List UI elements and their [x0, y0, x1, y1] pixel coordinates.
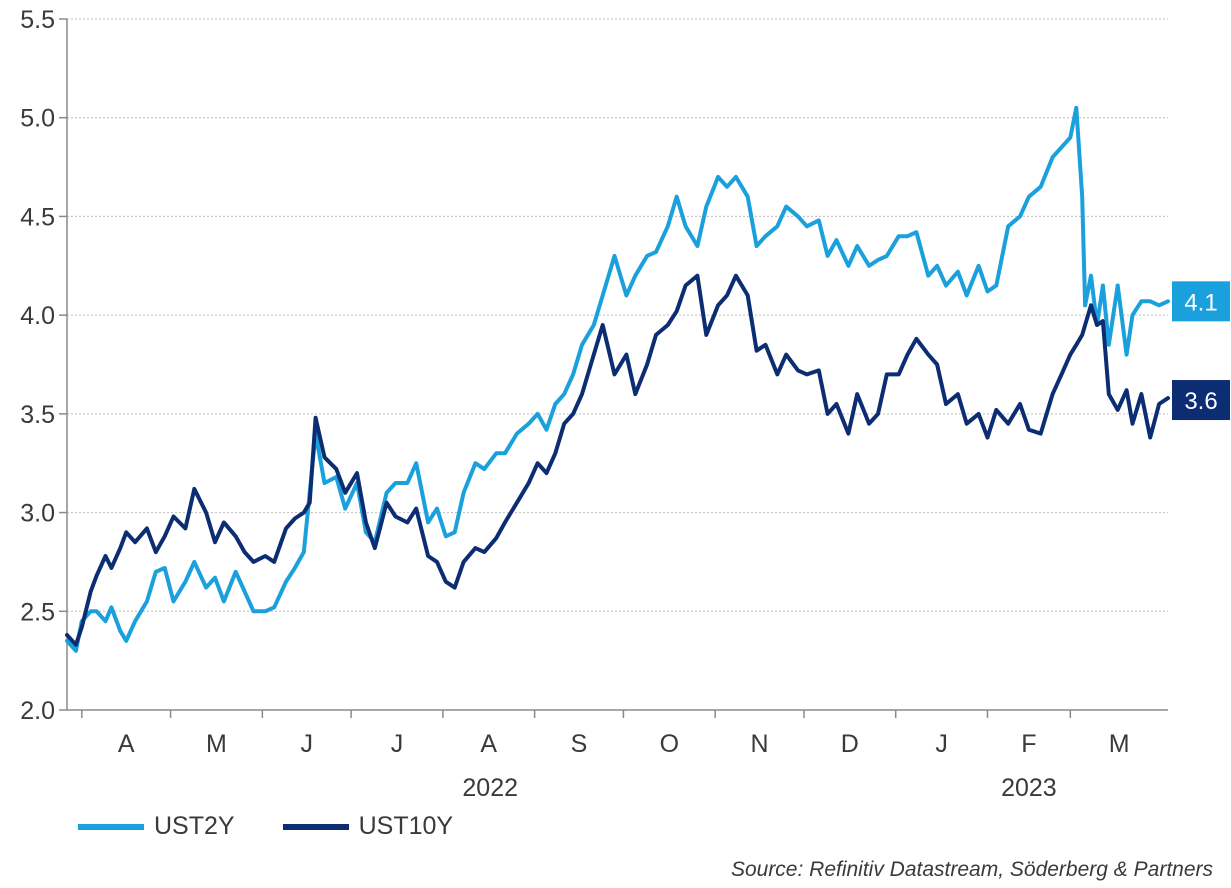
y-tick-label: 4.5	[20, 203, 55, 231]
x-tick-label: N	[751, 730, 769, 758]
x-tick-label: M	[1109, 730, 1130, 758]
end-label-ust2y: 4.1	[1172, 281, 1230, 322]
end-label-value: 4.1	[1184, 289, 1217, 316]
x-year-label: 2023	[1001, 774, 1057, 802]
end-label-box	[1172, 281, 1230, 322]
legend-item-ust2y: UST2Y	[78, 812, 235, 841]
y-tick-label: 2.5	[20, 598, 55, 626]
x-year-label: 2022	[462, 774, 518, 802]
x-axis-ticks: A M J J A S O N D J F M 2022 2023	[81, 710, 1130, 802]
x-tick-label: A	[480, 730, 497, 758]
x-tick-label: D	[841, 730, 859, 758]
y-tick-label: 5.0	[20, 105, 55, 133]
series-line-ust10y	[65, 273, 1170, 647]
x-tick-label: O	[660, 730, 679, 758]
x-tick-label: J	[935, 730, 948, 758]
legend: UST2Y UST10Y	[78, 812, 501, 841]
y-tick-label: 3.0	[20, 500, 55, 528]
end-label-ust10y: 3.6	[1172, 380, 1230, 421]
legend-item-ust10y: UST10Y	[282, 812, 454, 841]
legend-swatch-ust2y	[78, 823, 144, 830]
legend-swatch-ust10y	[282, 823, 349, 830]
end-label-value: 3.6	[1184, 388, 1217, 415]
x-tick-label: M	[206, 730, 227, 758]
x-tick-label: F	[1021, 730, 1036, 758]
axes	[66, 19, 1168, 711]
y-tick-label: 3.5	[20, 401, 55, 429]
legend-label-ust2y: UST2Y	[154, 812, 235, 840]
x-tick-label: J	[300, 730, 313, 758]
x-tick-label: S	[571, 730, 588, 758]
series-line-ust2y	[65, 105, 1170, 653]
x-tick-label: J	[391, 730, 404, 758]
legend-label-ust10y: UST10Y	[358, 812, 454, 840]
y-tick-label: 5.5	[20, 6, 55, 34]
end-label-box	[1172, 380, 1230, 421]
end-labels: 4.1 3.6	[1172, 281, 1230, 421]
line-chart: 2.0 2.5 3.0 3.5 4.0 4.5 5.0 5.5 A M J J A S O N D J F M 202…	[20, 6, 1230, 802]
gridlines	[67, 18, 1168, 612]
y-tick-label: 4.0	[20, 302, 55, 330]
y-tick-label: 2.0	[20, 697, 55, 725]
x-tick-label: A	[118, 730, 135, 758]
source-note: Source: Refinitiv Datastream, Söderberg …	[730, 858, 1213, 881]
series-lines	[65, 105, 1170, 653]
y-axis-ticks: 2.0 2.5 3.0 3.5 4.0 4.5 5.0 5.5	[20, 6, 67, 725]
